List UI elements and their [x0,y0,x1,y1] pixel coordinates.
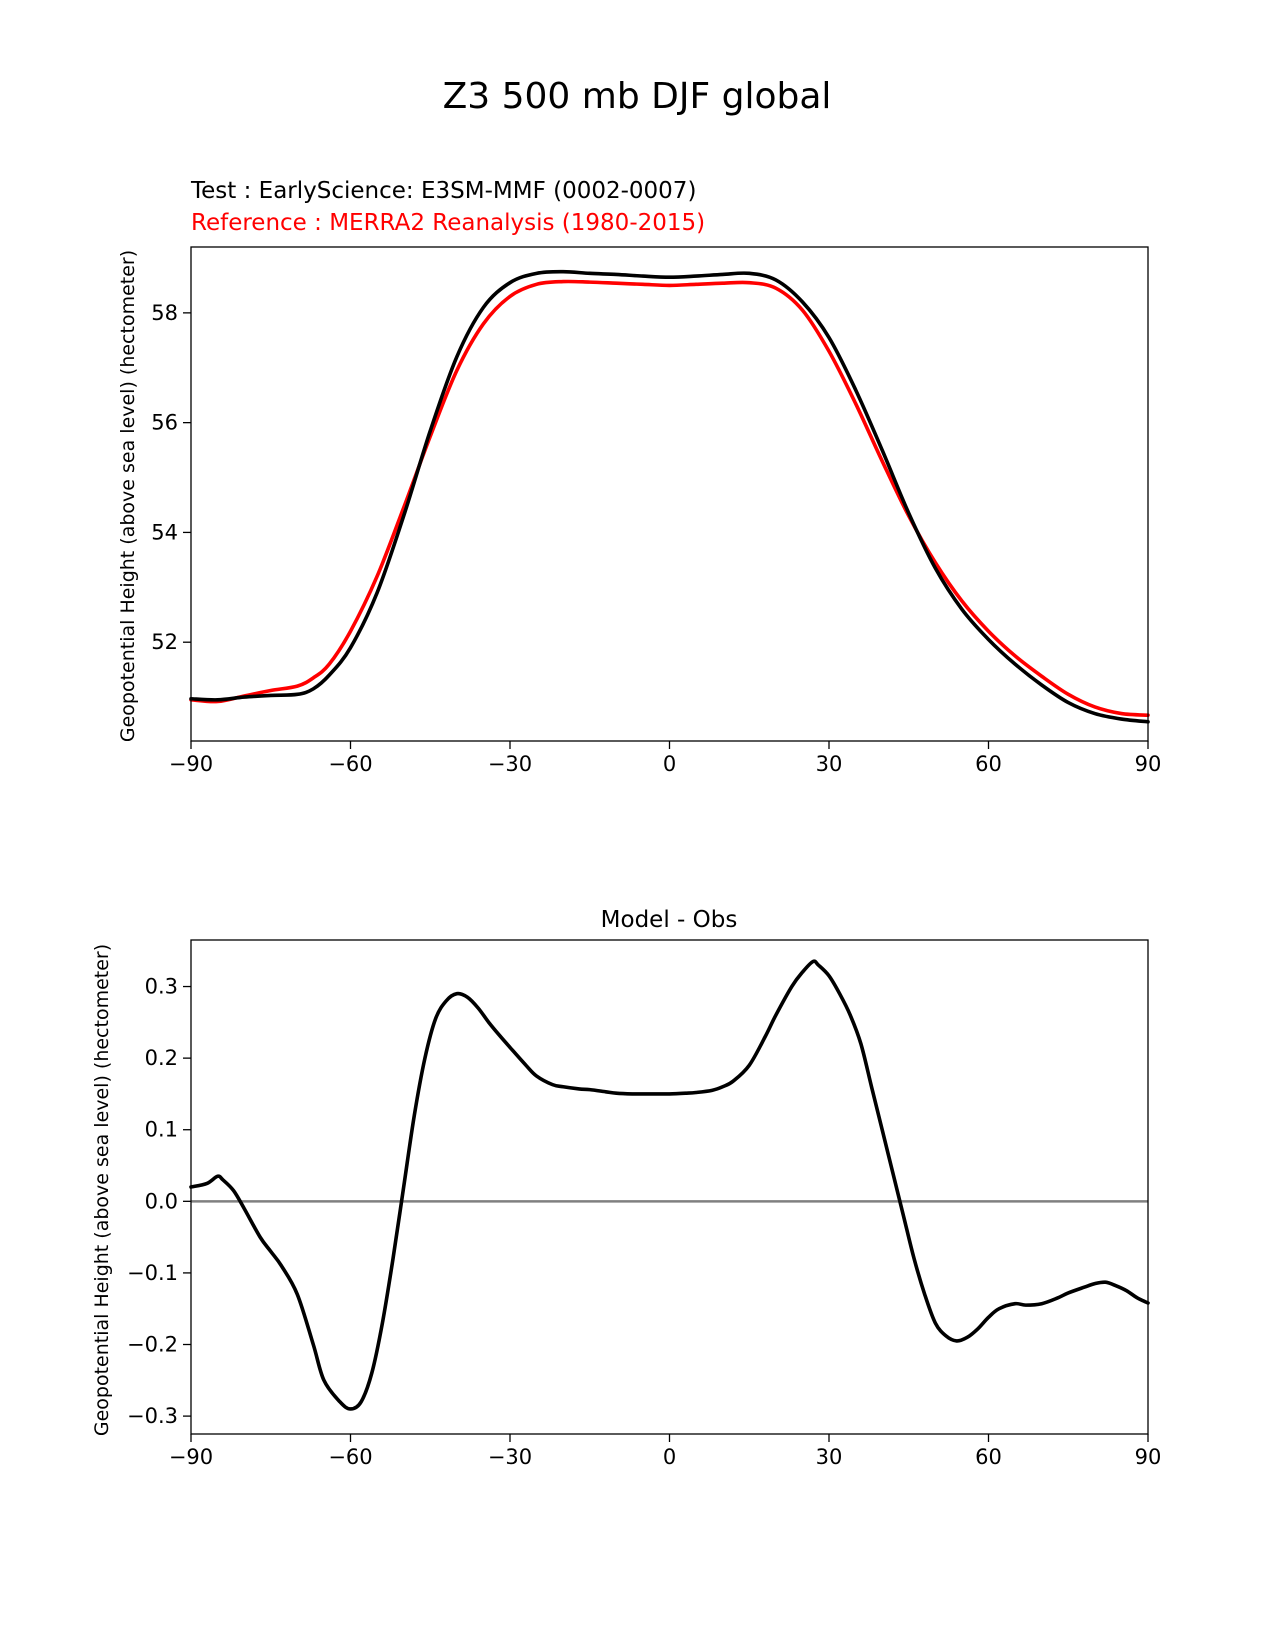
top-panel: Test : EarlyScience: E3SM-MMF (0002-0007… [117,178,1161,776]
top-x-tick-label: 30 [816,752,843,776]
top-x-tick-label: −30 [488,752,532,776]
top-series-line-test [189,269,1150,724]
bottom-x-tick-label: −90 [169,1445,213,1469]
bottom-series-line-model-obs [189,959,1150,1411]
bottom-x-tick-label: 90 [1135,1445,1162,1469]
top-y-axis-label: Geopotential Height (above sea level) (h… [117,250,139,742]
top-x-tick-label: 0 [663,752,676,776]
top-x-tick-label: 60 [975,752,1002,776]
top-ticks-group: −90 −60 −30 0 30 60 90 52 54 56 58 [151,301,1161,776]
bottom-x-tick-label: −30 [488,1445,532,1469]
bottom-y-tick-label: 0.0 [145,1189,178,1213]
bottom-y-axis-label: Geopotential Height (above sea level) (h… [91,944,113,1436]
top-y-tick-label: 56 [151,411,178,435]
bottom-y-tick-label: −0.2 [127,1333,178,1357]
bottom-x-tick-label: 0 [663,1445,676,1469]
bottom-y-tick-label: 0.1 [145,1118,178,1142]
top-plot-frame [190,246,1149,742]
difference-title: Model - Obs [601,907,738,933]
top-y-tick-label: 58 [151,301,178,325]
bottom-plot-frame [190,939,1149,1435]
top-y-tick-label: 54 [151,520,178,544]
figure-title: Z3 500 mb DJF global [443,76,832,117]
bottom-y-tick-label: −0.1 [127,1261,178,1285]
bottom-y-tick-label: 0.3 [145,975,178,999]
bottom-panel: Model - Obs Geopotential Height (above s… [91,907,1161,1469]
bottom-x-tick-label: 30 [816,1445,843,1469]
bottom-ticks-group: −90 −60 −30 0 30 60 90 0.3 0.2 0.1 0.0 −0.1 −0.2 −0.3 [127,975,1161,1469]
top-x-tick-label: 90 [1135,752,1162,776]
bottom-x-tick-label: −60 [328,1445,372,1469]
top-x-tick-label: −60 [328,752,372,776]
bottom-y-tick-label: −0.3 [127,1404,178,1428]
bottom-y-tick-label: 0.2 [145,1046,178,1070]
top-y-tick-label: 52 [151,630,178,654]
top-series-line-reference [189,279,1150,717]
top-x-tick-label: −90 [169,752,213,776]
reference-label: Reference : MERRA2 Reanalysis (1980-2015… [191,210,705,236]
bottom-series-group [189,959,1150,1411]
test-label: Test : EarlyScience: E3SM-MMF (0002-0007… [190,178,696,204]
top-series-group [189,269,1150,724]
bottom-x-tick-label: 60 [975,1445,1002,1469]
